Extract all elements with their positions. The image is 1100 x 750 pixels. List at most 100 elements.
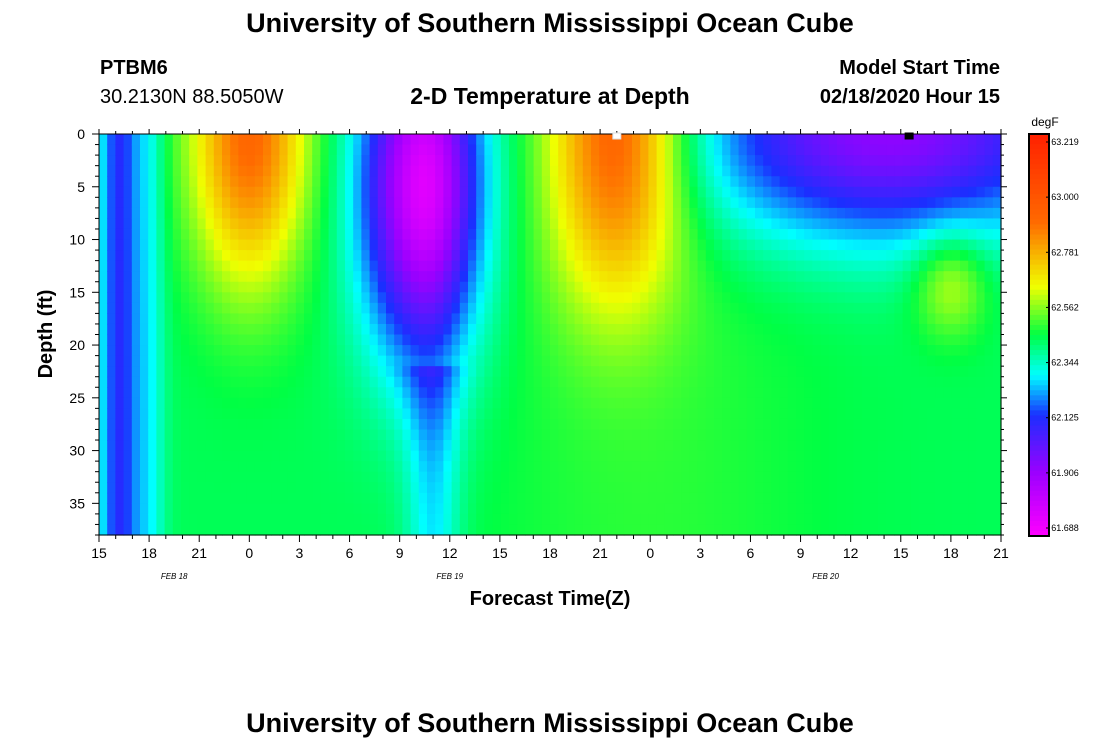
- heat-cell: [780, 377, 789, 388]
- heat-cell: [952, 377, 961, 388]
- heat-cell: [632, 366, 641, 377]
- heat-cell: [411, 250, 420, 261]
- heat-cell: [484, 229, 493, 240]
- heat-cell: [230, 229, 239, 240]
- heat-cell: [968, 366, 977, 377]
- heat-cell: [575, 503, 584, 514]
- heat-cell: [648, 440, 657, 451]
- heat-cell: [345, 240, 354, 251]
- heat-cell: [460, 134, 469, 145]
- heat-cell: [706, 524, 715, 535]
- heat-cell: [550, 197, 559, 208]
- heat-cell: [353, 408, 362, 419]
- heat-cell: [329, 398, 338, 409]
- heat-cell: [124, 451, 133, 462]
- heat-cell: [870, 292, 879, 303]
- heat-cell: [894, 419, 903, 430]
- heat-cell: [771, 419, 780, 430]
- heat-cell: [968, 387, 977, 398]
- heat-cell: [632, 461, 641, 472]
- heat-cell: [452, 377, 461, 388]
- heat-cell: [222, 440, 231, 451]
- heat-cell: [640, 524, 649, 535]
- heat-cell: [394, 398, 403, 409]
- heat-cell: [804, 282, 813, 293]
- heat-cell: [435, 451, 444, 462]
- heat-cell: [394, 229, 403, 240]
- heat-cell: [583, 377, 592, 388]
- heat-cell: [960, 493, 969, 504]
- heat-cell: [771, 166, 780, 177]
- heat-cell: [591, 155, 600, 166]
- heat-cell: [648, 461, 657, 472]
- heat-cell: [320, 324, 329, 335]
- heat-cell: [550, 155, 559, 166]
- colorbar-swatch: [1029, 335, 1049, 341]
- heat-cell: [739, 387, 748, 398]
- heat-cell: [575, 493, 584, 504]
- heat-cell: [788, 335, 797, 346]
- y-axis-title: Depth (ft): [35, 290, 57, 379]
- heat-cell: [771, 292, 780, 303]
- heat-cell: [263, 145, 272, 156]
- heat-cell: [714, 187, 723, 198]
- heat-cell: [821, 493, 830, 504]
- heat-cell: [960, 472, 969, 483]
- heat-cell: [484, 387, 493, 398]
- heat-cell: [476, 503, 485, 514]
- heat-cell: [345, 398, 354, 409]
- heat-cell: [214, 176, 223, 187]
- heat-cell: [165, 493, 174, 504]
- heat-cell: [493, 377, 502, 388]
- heat-cell: [173, 335, 182, 346]
- heat-cell: [911, 461, 920, 472]
- heat-cell: [960, 429, 969, 440]
- heat-cell: [435, 461, 444, 472]
- heat-cell: [345, 366, 354, 377]
- heat-cell: [944, 313, 953, 324]
- heat-cell: [657, 524, 666, 535]
- heat-cell: [378, 313, 387, 324]
- heat-cell: [706, 451, 715, 462]
- heat-cell: [124, 313, 133, 324]
- heat-cell: [411, 145, 420, 156]
- heat-cell: [337, 387, 346, 398]
- heat-cell: [386, 377, 395, 388]
- heat-cell: [238, 271, 247, 282]
- heat-cell: [706, 218, 715, 229]
- heat-cell: [878, 366, 887, 377]
- heat-cell: [493, 324, 502, 335]
- colorbar-swatch: [1029, 501, 1049, 507]
- heat-cell: [378, 387, 387, 398]
- heat-cell: [509, 345, 518, 356]
- heat-cell: [837, 271, 846, 282]
- heat-cell: [296, 240, 305, 251]
- heat-cell: [435, 377, 444, 388]
- heat-cell: [804, 187, 813, 198]
- heat-cell: [411, 482, 420, 493]
- heat-cell: [657, 197, 666, 208]
- heat-cell: [739, 166, 748, 177]
- heat-cell: [460, 356, 469, 367]
- heat-cell: [706, 282, 715, 293]
- heat-cell: [853, 218, 862, 229]
- heat-cell: [812, 187, 821, 198]
- heat-cell: [935, 197, 944, 208]
- heat-cell: [952, 482, 961, 493]
- heat-cell: [107, 461, 116, 472]
- heat-cell: [476, 208, 485, 219]
- heat-cell: [952, 451, 961, 462]
- heat-cell: [960, 524, 969, 535]
- heat-cell: [148, 387, 157, 398]
- heat-cell: [698, 524, 707, 535]
- heat-cell: [812, 134, 821, 145]
- heat-cell: [148, 155, 157, 166]
- heat-cell: [780, 134, 789, 145]
- heat-cell: [148, 292, 157, 303]
- heat-cell: [550, 303, 559, 314]
- heat-cell: [755, 187, 764, 198]
- heat-cell: [566, 197, 575, 208]
- heat-cell: [583, 292, 592, 303]
- heat-cell: [189, 313, 198, 324]
- heat-cell: [845, 155, 854, 166]
